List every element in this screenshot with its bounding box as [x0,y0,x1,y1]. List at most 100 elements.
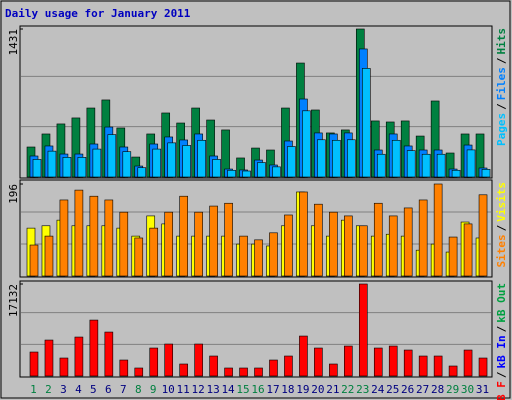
bar [29,244,39,277]
bar [59,357,69,377]
legend-entry: kB In [495,335,508,368]
bar [284,214,293,277]
legend-entry: Sites [495,234,508,267]
bar [224,202,233,277]
bar [149,347,159,377]
bar [463,349,473,377]
x-tick-label: 31 [476,383,489,396]
bar [481,169,491,178]
legend-separator: / [495,325,508,332]
x-tick-label: 29 [446,383,459,396]
legend-entry: Hits [495,28,508,55]
bar [239,235,248,277]
legend-entry: kB F [495,381,508,400]
x-tick-label: 22 [341,383,354,396]
x-tick-label: 21 [326,383,339,396]
bar [104,331,114,377]
bar [29,351,39,377]
legend: Pages / Files / Hits [495,28,508,146]
legend-entry: Files [495,67,508,100]
bar [137,167,147,178]
bar [478,194,488,277]
panel-frame [19,280,493,378]
x-tick-label: 9 [150,383,157,396]
bar [448,236,458,277]
bar [314,203,323,277]
x-tick-label: 8 [135,383,142,396]
bar [388,345,398,377]
x-tick-label: 18 [281,383,294,396]
bar [269,359,278,377]
bar [119,359,129,377]
legend-separator: / [495,371,508,378]
legend-entry: Visits [495,182,508,222]
x-tick-label: 7 [120,383,127,396]
bar [347,139,356,178]
bar [164,211,174,277]
bar [466,149,476,178]
bar [329,211,338,277]
bar [62,157,72,178]
bar [194,343,203,377]
legend-separator: / [495,224,508,231]
bar [74,336,84,377]
x-tick-label: 1 [30,383,37,396]
bar [89,195,99,277]
bar [403,349,413,377]
bar [302,110,311,178]
x-tick-label: 15 [236,383,249,396]
bar [299,335,308,377]
bar [242,170,251,178]
bar [74,189,84,277]
bar [272,166,281,178]
bar [77,157,87,178]
bar [418,199,428,277]
x-tick-label: 27 [416,383,429,396]
bar [164,343,174,377]
legend-entry: kB Out [495,283,508,323]
x-tick-label: 4 [75,383,82,396]
bar [433,355,443,377]
bar [451,169,461,178]
x-tick-label: 10 [162,383,175,396]
bar [209,355,218,377]
x-tick-label: 17 [266,383,279,396]
bar [227,169,236,178]
bar [463,223,473,277]
bar [149,227,159,277]
bar [388,215,398,277]
bar [224,367,233,377]
bar [403,207,413,277]
x-tick-label: 11 [177,383,190,396]
bar [317,139,326,178]
bar [287,146,296,178]
bar [209,205,218,277]
x-tick-label: 24 [371,383,385,396]
bar [152,148,162,178]
x-tick-label: 20 [311,383,324,396]
bar [179,363,188,377]
bar [134,367,144,377]
legend-separator: / [495,103,508,110]
x-tick-label: 16 [251,383,264,396]
bar [344,215,353,277]
bar [284,355,293,377]
bar [332,139,341,178]
bar [59,199,69,277]
bar [167,142,177,178]
x-tick-label: 5 [90,383,97,396]
y-max-label: 196 [7,184,20,204]
bar [329,363,338,377]
y-max-label: 1431 [7,29,20,56]
bar [254,367,263,377]
x-tick-label: 28 [431,383,444,396]
bar [104,199,114,277]
bar [478,357,488,377]
bar [433,183,443,277]
bar [373,347,383,377]
bar [92,148,102,178]
x-tick-label: 14 [221,383,235,396]
x-tick-label: 23 [356,383,369,396]
bar [254,239,263,277]
